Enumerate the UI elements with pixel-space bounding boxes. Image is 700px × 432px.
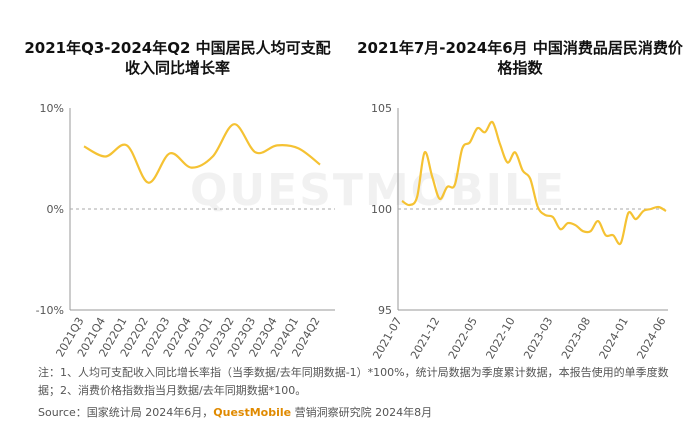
watermark: QUESTMOBILE	[190, 165, 567, 216]
chart-2-y-tick-label: 95	[378, 304, 392, 317]
chart-2-series-line	[401, 120, 667, 246]
chart-1-y-tick-label: -10%	[36, 304, 64, 317]
chart-2-x-tick-label: 2021-12	[408, 315, 442, 361]
chart-2-x-tick-label: 2024-06	[634, 315, 668, 361]
chart-2-x-tick-label: 2022-10	[483, 315, 517, 361]
source-line: Source：国家统计局 2024年6月，QuestMobile 营销洞察研究院…	[38, 404, 432, 420]
footnote: 注：1、人均可支配收入同比增长率指（当季数据/去年同期数据-1）*100%，统计…	[38, 366, 669, 397]
chart-2-title: 2021年7月-2024年6月 中国消费品居民消费价格指数	[357, 39, 683, 77]
chart-2-x-tick-label: 2022-05	[446, 315, 480, 361]
chart-1-y-tick-label: 10%	[40, 102, 64, 115]
chart-2-x-tick-label: 2023-03	[521, 315, 555, 361]
chart-2-y-tick-label: 105	[371, 102, 392, 115]
chart-2-x-tick-label: 2023-08	[559, 315, 593, 361]
chart-1-y-tick-label: 0%	[47, 203, 64, 216]
source-prefix: Source：国家统计局 2024年6月，	[38, 406, 214, 419]
chart-2-x-tick-label: 2021-07	[370, 315, 404, 361]
source-brand: QuestMobile	[213, 406, 292, 419]
source-suffix: 营销洞察研究院 2024年8月	[291, 406, 433, 419]
chart-1-series-line	[83, 123, 321, 184]
chart-2-x-tick-label: 2024-01	[597, 315, 631, 361]
chart-2-y-tick-label: 100	[371, 203, 392, 216]
chart-1-title: 2021年Q3-2024年Q2 中国居民人均可支配收入同比增长率	[24, 39, 331, 77]
